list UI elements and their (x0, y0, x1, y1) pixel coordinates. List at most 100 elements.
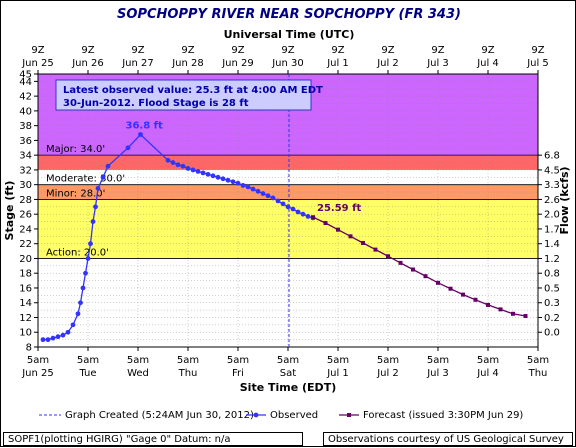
y-tick-label: 14 (19, 298, 32, 309)
legend-observed-label: Observed (270, 410, 318, 421)
observed-point (295, 209, 301, 215)
y-tick-label: 22 (19, 239, 32, 250)
top-tick-date: Jul 4 (476, 58, 499, 69)
observed-point (78, 300, 83, 306)
y-tick-label: 16 (19, 283, 32, 294)
flood-level-label: Action: 20.0' (46, 247, 109, 258)
observed-point (215, 174, 221, 180)
forecast-point (398, 260, 403, 265)
y-tick-label: 44 (19, 77, 32, 88)
top-tick-time: 9Z (231, 45, 244, 56)
forecast-point (436, 280, 440, 285)
top-tick-time: 9Z (431, 45, 444, 56)
observed-point (265, 193, 271, 199)
bottom-tick-date: Jun 25 (21, 368, 54, 379)
observed-point (65, 329, 71, 335)
observed-point (235, 180, 241, 186)
forecast-point (448, 286, 453, 291)
observed-point (80, 285, 86, 291)
forecast-start-label: 25.59 ft (317, 203, 361, 214)
y-tick-label: 36 (19, 136, 32, 147)
y-tick-label: 26 (19, 210, 32, 221)
y-tick-label: 32 (19, 165, 32, 176)
observed-point (105, 163, 111, 169)
flow-tick-label: 3.3 (544, 180, 560, 191)
legend-forecast-marker (347, 413, 351, 417)
observed-point (185, 166, 191, 171)
latest-value-line1: Latest observed value: 25.3 ft at 4:00 A… (63, 85, 323, 96)
observed-point (75, 311, 81, 317)
forecast-point (423, 274, 428, 279)
observed-point (230, 179, 236, 185)
legend-graph-created-label: Graph Created (5:24AM Jun 30, 2012) (65, 410, 254, 421)
bottom-tick-time: 5am (427, 355, 449, 366)
top-tick-date: Jun 25 (21, 58, 54, 69)
top-tick-time: 9Z (31, 45, 44, 56)
forecast-point (336, 227, 340, 232)
top-tick-date: Jun 30 (271, 58, 304, 69)
observed-point (175, 162, 181, 168)
flow-tick-label: 0.3 (544, 298, 560, 309)
y-tick-label: 12 (19, 313, 32, 324)
forecast-point (361, 240, 365, 245)
flood-level-label: Major: 34.0' (46, 144, 105, 155)
flood-level-label: Moderate: 30.0' (46, 174, 125, 185)
observed-point (40, 337, 46, 343)
top-tick-date: Jun 28 (171, 58, 204, 69)
observed-point (225, 177, 231, 183)
bottom-tick-time: 5am (477, 355, 499, 366)
top-tick-time: 9Z (131, 45, 144, 56)
observed-point (165, 157, 171, 163)
y-tick-label: 28 (19, 195, 32, 206)
chart-title: SOPCHOPPY RIVER NEAR SOPCHOPPY (FR 343) (117, 7, 461, 22)
flow-tick-label: 4.5 (544, 165, 560, 176)
observed-point (210, 173, 216, 179)
bottom-tick-date: Thu (528, 368, 548, 379)
legend-forecast-label: Forecast (issued 3:30PM Jun 29) (363, 410, 523, 421)
observed-point (300, 211, 306, 217)
observed-point (70, 322, 76, 328)
forecast-point (486, 302, 490, 307)
forecast-point (373, 247, 378, 252)
bottom-tick-time: 5am (527, 355, 549, 366)
y-tick-label: 24 (19, 224, 32, 235)
y-tick-label: 20 (19, 254, 32, 265)
flow-tick-label: 1.4 (544, 239, 560, 250)
observed-point (275, 198, 281, 204)
footer-datum-note: SOPF1(plotting HGIRG) "Gage 0" Datum: n/… (3, 432, 303, 446)
observed-point (85, 256, 91, 261)
observed-point (83, 270, 88, 276)
y-tick-label: 18 (19, 269, 32, 280)
forecast-point (473, 297, 478, 302)
observed-point (245, 184, 251, 190)
observed-point (170, 160, 176, 165)
flow-tick-label: 1.2 (544, 254, 560, 265)
top-tick-date: Jun 27 (121, 58, 154, 69)
observed-point (220, 176, 226, 182)
observed-point (55, 334, 61, 340)
bottom-tick-date: Jul 1 (326, 368, 349, 379)
observed-point (270, 195, 276, 201)
bottom-tick-time: 5am (327, 355, 349, 366)
flood-level-label: Minor: 28.0' (46, 188, 105, 199)
bottom-tick-date: Jul 2 (376, 368, 399, 379)
legend-observed-marker (253, 412, 259, 418)
observed-point (125, 145, 131, 151)
observed-point (280, 201, 286, 207)
top-tick-date: Jul 5 (526, 58, 549, 69)
y-axis-label: Stage (ft) (3, 181, 16, 241)
observed-point (260, 191, 266, 196)
footer-credit: Observations courtesy of US Geological S… (323, 432, 573, 446)
bottom-tick-time: 5am (27, 355, 49, 366)
peak-value-label: 36.8 ft (126, 121, 164, 132)
top-tick-time: 9Z (81, 45, 94, 56)
observed-point (305, 214, 311, 219)
observed-point (138, 132, 143, 137)
bottom-tick-time: 5am (127, 355, 149, 366)
bottom-tick-time: 5am (77, 355, 99, 366)
top-tick-time: 9Z (331, 45, 344, 56)
observed-point (93, 204, 98, 210)
flow-tick-label: 2.0 (544, 210, 560, 221)
bottom-tick-date: Tue (78, 368, 96, 379)
